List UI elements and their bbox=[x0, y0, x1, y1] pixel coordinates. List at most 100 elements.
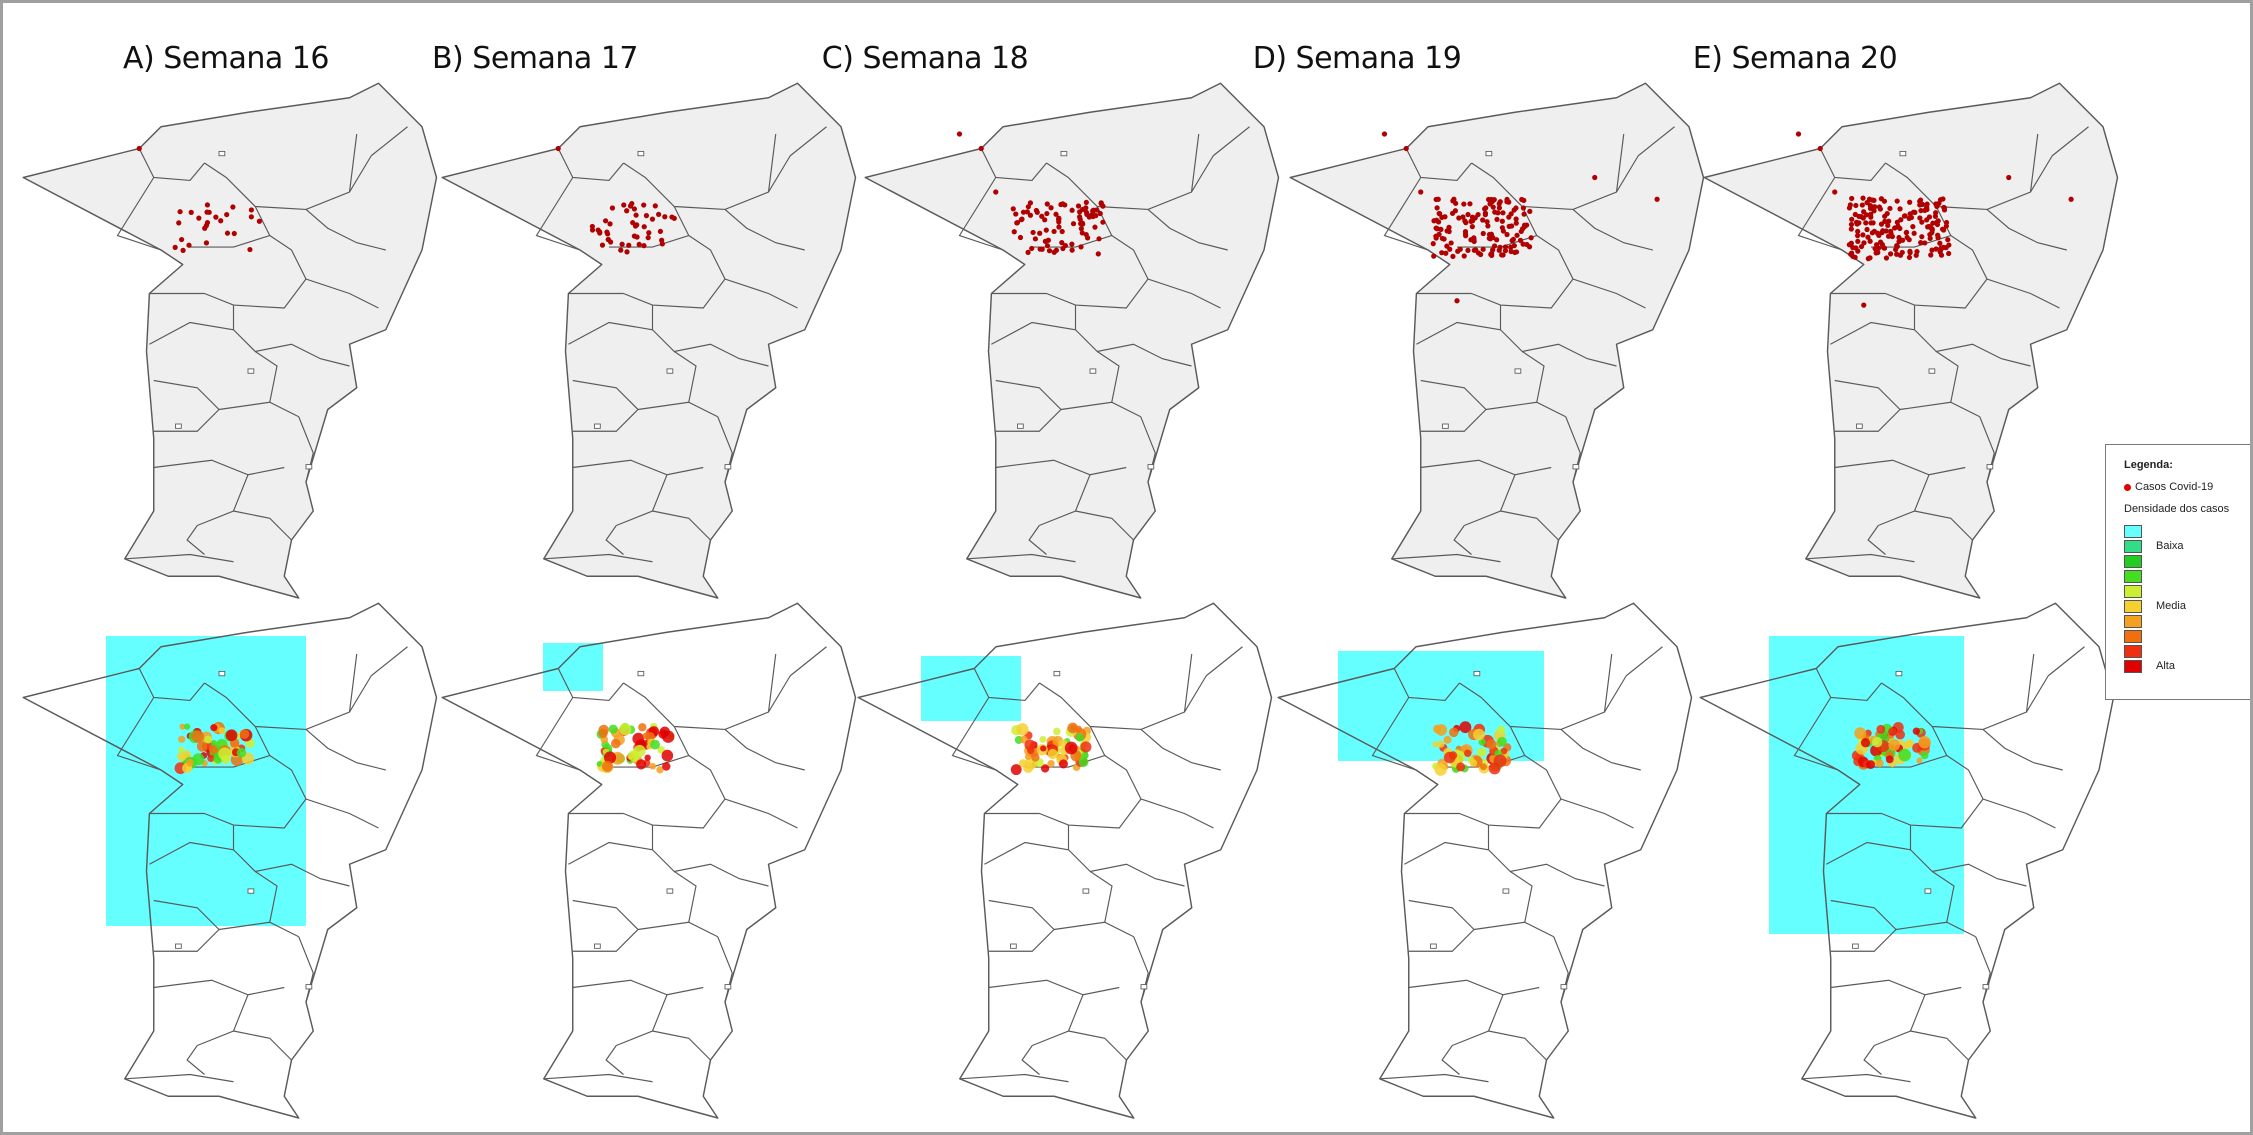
case-point bbox=[657, 228, 664, 235]
case-point bbox=[1032, 236, 1039, 242]
case-point bbox=[1456, 215, 1462, 221]
density-hotspot bbox=[1081, 751, 1089, 760]
case-point bbox=[1475, 211, 1481, 218]
case-point bbox=[1849, 250, 1855, 256]
case-point bbox=[1075, 203, 1082, 209]
case-point bbox=[1901, 213, 1908, 219]
case-point bbox=[1865, 234, 1871, 240]
case-point bbox=[1013, 211, 1019, 217]
case-point bbox=[1938, 247, 1944, 253]
density-hotspot bbox=[1053, 727, 1061, 736]
case-point bbox=[645, 235, 651, 241]
case-point bbox=[1859, 202, 1865, 208]
density-hotspot bbox=[204, 735, 213, 744]
case-point bbox=[1043, 227, 1049, 233]
case-point bbox=[1526, 244, 1533, 250]
density-hotspot bbox=[1888, 739, 1900, 751]
case-point bbox=[1489, 252, 1495, 259]
density-hotspot bbox=[661, 749, 674, 762]
case-point bbox=[1044, 201, 1050, 207]
case-point bbox=[1873, 250, 1879, 256]
case-point bbox=[1903, 230, 1909, 236]
case-point bbox=[1911, 230, 1917, 236]
density-hotspot bbox=[1433, 724, 1442, 734]
density-hotspot bbox=[1058, 759, 1068, 769]
case-point bbox=[180, 247, 186, 253]
case-point bbox=[1471, 247, 1477, 253]
legend-density-label: Densidade dos casos bbox=[2124, 503, 2230, 515]
case-point bbox=[1885, 222, 1891, 229]
case-point bbox=[1046, 248, 1053, 254]
density-hotspot bbox=[1875, 759, 1884, 768]
case-point bbox=[1060, 201, 1066, 207]
case-point bbox=[1867, 238, 1873, 244]
case-point bbox=[1053, 211, 1059, 217]
case-point bbox=[1461, 201, 1467, 207]
case-point bbox=[1918, 240, 1924, 246]
case-point bbox=[1513, 220, 1519, 226]
case-point bbox=[1480, 217, 1486, 223]
case-point bbox=[1060, 245, 1066, 252]
legend-swatch bbox=[2124, 570, 2142, 583]
density-hotspot bbox=[619, 723, 632, 736]
density-hotspot bbox=[638, 723, 647, 732]
case-point bbox=[1521, 211, 1527, 217]
case-point bbox=[1444, 243, 1450, 249]
density-hotspot bbox=[178, 735, 186, 743]
legend-title: Legenda: bbox=[2124, 459, 2173, 471]
density-hotspot bbox=[1459, 721, 1472, 734]
case-point bbox=[1083, 209, 1090, 216]
density-hotspot bbox=[1064, 741, 1078, 755]
case-point bbox=[1442, 214, 1448, 220]
case-point bbox=[641, 202, 647, 208]
density-surface bbox=[921, 656, 1021, 721]
case-point bbox=[1894, 242, 1900, 249]
case-point bbox=[1469, 224, 1475, 230]
case-point bbox=[1468, 237, 1474, 243]
case-point bbox=[1513, 216, 1519, 222]
case-point bbox=[1885, 233, 1892, 239]
density-hotspot bbox=[1080, 741, 1092, 753]
density-hotspot bbox=[1018, 759, 1027, 768]
case-point bbox=[1907, 248, 1913, 254]
case-point bbox=[1083, 231, 1089, 238]
case-point bbox=[1403, 145, 1409, 152]
case-point bbox=[1446, 228, 1452, 235]
case-point bbox=[1943, 223, 1949, 229]
case-point bbox=[1520, 205, 1526, 211]
case-point bbox=[1894, 198, 1900, 204]
case-point bbox=[1855, 238, 1861, 244]
case-point bbox=[1051, 249, 1057, 255]
case-point bbox=[1452, 208, 1458, 214]
case-point bbox=[1090, 208, 1096, 214]
case-point bbox=[1930, 220, 1936, 226]
case-point bbox=[247, 246, 253, 253]
case-point bbox=[1485, 223, 1491, 229]
case-point bbox=[1887, 228, 1894, 235]
case-point bbox=[1500, 210, 1506, 216]
case-point bbox=[1509, 223, 1515, 229]
density-hotspot bbox=[1876, 724, 1886, 734]
density-hotspot bbox=[1040, 764, 1050, 773]
density-hotspot bbox=[636, 759, 647, 770]
case-point bbox=[1514, 232, 1520, 238]
case-point bbox=[1436, 210, 1442, 217]
legend-swatch bbox=[2124, 600, 2142, 613]
case-point bbox=[1933, 246, 1939, 252]
density-hotspot bbox=[1477, 747, 1487, 757]
case-point bbox=[602, 218, 609, 224]
case-point bbox=[1894, 251, 1900, 257]
case-point bbox=[1095, 251, 1101, 257]
case-point bbox=[1069, 207, 1075, 213]
case-point bbox=[1446, 224, 1452, 230]
density-hotspot bbox=[596, 760, 603, 767]
case-point bbox=[656, 211, 662, 217]
case-point bbox=[604, 229, 610, 235]
case-point bbox=[1027, 212, 1034, 218]
density-hotspot bbox=[610, 738, 621, 749]
case-point bbox=[1461, 253, 1467, 259]
case-point bbox=[1654, 196, 1660, 202]
case-point bbox=[624, 249, 630, 255]
density-hotspot bbox=[1904, 741, 1913, 749]
panel-title-b: B) Semana 17 bbox=[431, 41, 639, 76]
